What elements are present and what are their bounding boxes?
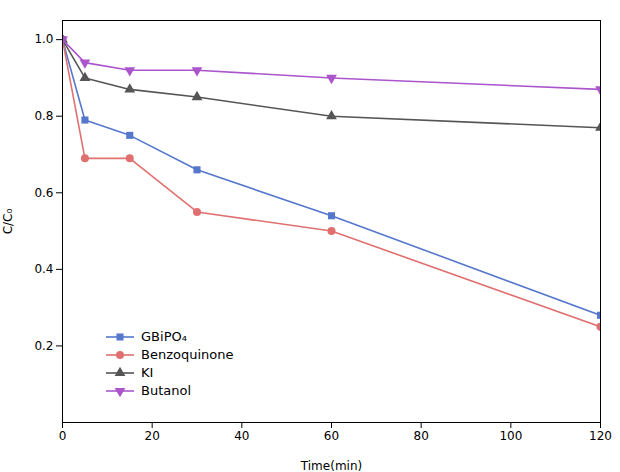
html-text:GBiPO₄: GBiPO₄ bbox=[141, 329, 187, 345]
svg-text:0: 0 bbox=[59, 429, 67, 443]
html-text:Benzoquinone: Benzoquinone bbox=[141, 347, 234, 363]
svg-text:0.4: 0.4 bbox=[34, 262, 53, 276]
svg-text:80: 80 bbox=[414, 429, 429, 443]
svg-text:100: 100 bbox=[499, 429, 522, 443]
html-text:KI: KI bbox=[141, 365, 154, 381]
svg-text:Time(min): Time(min) bbox=[300, 459, 362, 472]
svg-text:40: 40 bbox=[234, 429, 249, 443]
svg-text:0.2: 0.2 bbox=[34, 339, 53, 353]
svg-text:0.8: 0.8 bbox=[34, 109, 53, 123]
svg-text:1.0: 1.0 bbox=[34, 32, 53, 46]
html-text:Butanol: Butanol bbox=[141, 383, 192, 399]
svg-text:120: 120 bbox=[589, 429, 612, 443]
svg-text:60: 60 bbox=[324, 429, 339, 443]
svg-text:20: 20 bbox=[145, 429, 160, 443]
svg-text:0.6: 0.6 bbox=[34, 186, 53, 200]
svg-text:C/C₀: C/C₀ bbox=[1, 209, 15, 235]
